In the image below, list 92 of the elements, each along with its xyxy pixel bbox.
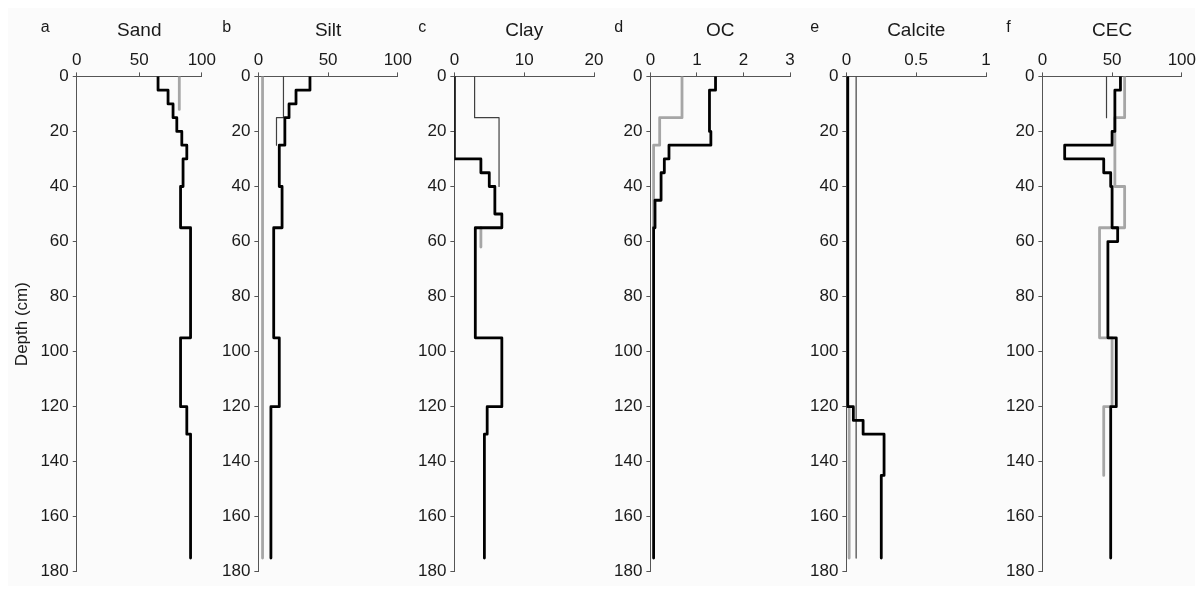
y-tick-label: 60 [231,231,251,251]
y-tick-label: 0 [436,66,447,86]
y-tick-label: 160 [809,506,839,526]
y-tick-label: 140 [40,451,69,471]
y-tick-label: 40 [623,176,643,196]
y-tick-label: 20 [49,121,69,141]
y-tick-label: 140 [809,451,839,471]
x-tick-label: 2 [738,49,749,69]
y-tick-label: 180 [1005,561,1035,581]
x-tick-label: 0 [253,49,264,69]
y-tick-label: 160 [613,506,643,526]
y-tick-label: 160 [1005,506,1035,526]
x-tick-label: 50 [129,49,149,69]
y-tick-label: 20 [231,121,251,141]
y-tick-label: 140 [613,451,643,471]
x-tick-label: 1 [692,49,702,69]
y-tick-label: 120 [221,396,251,416]
text: f [1006,18,1012,35]
y-tick-label: 60 [49,231,69,251]
y-tick-label: 100 [613,341,643,361]
y-tick-label: 180 [221,561,251,581]
y-tick-label: 20 [819,121,839,141]
chart-title: Clay [505,19,544,40]
y-tick-label: 0 [240,66,251,86]
text: b [222,18,232,35]
y-tick-label: 80 [427,286,447,306]
x-tick-label: 20 [584,49,604,69]
y-tick-label: 120 [417,396,447,416]
x-tick-label: 100 [1167,49,1197,69]
text: a [40,18,50,35]
y-tick-label: 120 [809,396,839,416]
y-tick-label: 100 [809,341,839,361]
y-tick-label: 60 [427,231,447,251]
y-tick-label: 80 [49,286,69,306]
y-tick-label: 40 [1015,176,1035,196]
x-tick-label: 10 [514,49,534,69]
y-axis-title: Depth (cm) [11,282,31,367]
x-tick-label: 0 [72,49,82,69]
chart-title: OC [705,19,735,40]
y-tick-label: 80 [1015,286,1035,306]
chart-title: Silt [314,19,342,40]
y-tick-label: 20 [1015,121,1035,141]
x-tick-label: 100 [187,49,217,69]
y-tick-label: 140 [1005,451,1035,471]
y-tick-label: 80 [231,286,251,306]
text: e [810,18,820,35]
y-tick-label: 40 [427,176,447,196]
x-tick-label: 0 [645,49,656,69]
x-tick-label: 0 [449,49,460,69]
y-tick-label: 160 [40,506,69,526]
x-tick-label: 0.5 [904,49,928,69]
y-tick-label: 180 [809,561,839,581]
y-tick-label: 80 [819,286,839,306]
x-tick-label: 3 [785,49,795,69]
x-tick-label: 1 [981,49,991,69]
y-tick-label: 160 [221,506,251,526]
text: d [614,18,624,35]
y-tick-label: 60 [819,231,839,251]
x-tick-label: 50 [1102,49,1122,69]
y-tick-label: 0 [632,66,643,86]
y-tick-label: 120 [613,396,643,416]
chart-title: CEC [1092,19,1133,40]
y-tick-label: 20 [427,121,447,141]
y-tick-label: 20 [623,121,643,141]
y-tick-label: 100 [221,341,251,361]
y-tick-label: 60 [623,231,643,251]
y-tick-label: 180 [613,561,643,581]
x-tick-label: 0 [841,49,852,69]
y-tick-label: 120 [40,396,69,416]
y-tick-label: 180 [40,561,69,581]
y-tick-label: 40 [231,176,251,196]
y-tick-label: 160 [417,506,447,526]
y-tick-label: 100 [417,341,447,361]
chart-title: Calcite [887,19,946,40]
x-tick-label: 0 [1037,49,1048,69]
y-tick-label: 0 [828,66,839,86]
y-tick-label: 80 [623,286,643,306]
y-tick-label: 60 [1015,231,1035,251]
x-tick-label: 50 [318,49,338,69]
y-tick-label: 100 [1005,341,1035,361]
y-tick-label: 180 [417,561,447,581]
chart-title: Sand [117,19,162,40]
text: c [418,18,427,35]
y-tick-label: 0 [59,66,69,86]
y-tick-label: 0 [1024,66,1035,86]
y-tick-label: 120 [1005,396,1035,416]
y-tick-label: 40 [819,176,839,196]
y-tick-label: 140 [417,451,447,471]
x-tick-label: 100 [383,49,413,69]
y-tick-label: 140 [221,451,251,471]
y-tick-label: 100 [40,341,69,361]
y-tick-label: 40 [49,176,69,196]
